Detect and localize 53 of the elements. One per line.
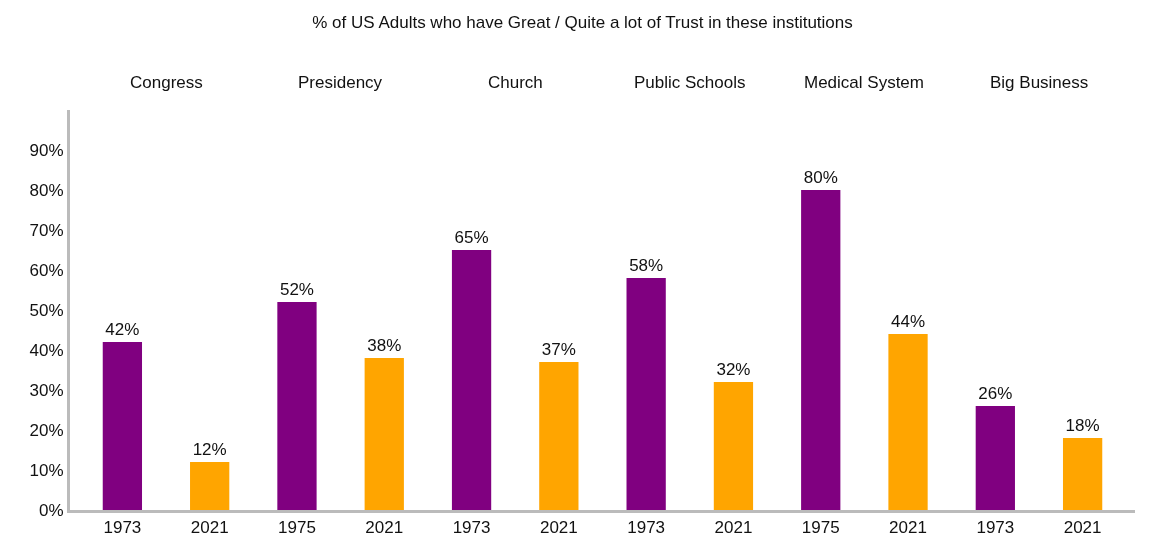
data-label: 38%: [367, 336, 402, 355]
data-label: 80%: [803, 168, 838, 187]
bar: [1062, 438, 1103, 510]
text: Church: [488, 73, 543, 92]
x-tick-label: 2021: [714, 518, 753, 538]
data-label: 44%: [891, 312, 926, 331]
x-tick-label: 1973: [452, 518, 491, 538]
text: Big Business: [990, 73, 1089, 92]
bar: [102, 342, 143, 510]
data-label: 32%: [716, 360, 751, 379]
text: Public Schools: [634, 73, 746, 92]
x-tick-label: 1975: [278, 518, 316, 538]
data-label: 65%: [454, 228, 489, 247]
bar: [451, 250, 492, 510]
y-tick-label: 80%: [29, 180, 64, 200]
chart-title: % of US Adults who have Great / Quite a lot of Trust in these institutions: [312, 13, 853, 33]
bar: [713, 382, 754, 510]
y-tick-label: 30%: [29, 380, 64, 400]
text: Congress: [130, 73, 203, 92]
x-tick-label: 2021: [365, 518, 404, 538]
y-tick-label: 50%: [29, 300, 64, 320]
data-label: 58%: [629, 256, 664, 275]
x-tick-label: 2021: [1063, 518, 1102, 538]
x-tick-label: 2021: [539, 518, 578, 538]
bar: [539, 362, 579, 510]
y-tick-label: 70%: [29, 220, 64, 240]
data-label: 37%: [541, 340, 576, 359]
x-tick-label: 1975: [801, 518, 840, 538]
x-tick-label: 2021: [190, 518, 229, 538]
y-tick-label: 0%: [39, 500, 64, 520]
y-tick-label: 90%: [29, 140, 64, 160]
text: Medical System: [804, 73, 924, 92]
text: Presidency: [298, 73, 383, 92]
bar: [364, 358, 404, 510]
y-tick-label: 40%: [29, 340, 64, 360]
x-tick-label: 1973: [627, 518, 666, 538]
data-label: 12%: [192, 440, 227, 459]
bar: [190, 462, 230, 510]
y-tick-label: 10%: [29, 460, 64, 480]
data-label: 18%: [1065, 416, 1100, 435]
bar: [801, 190, 841, 510]
bar: [626, 278, 666, 510]
data-label: 42%: [105, 320, 140, 339]
bar: [888, 334, 928, 510]
y-tick-label: 60%: [29, 260, 64, 280]
x-tick-label: 1973: [976, 518, 1015, 538]
data-label: 52%: [279, 280, 314, 299]
x-tick-label: 1973: [103, 518, 142, 538]
x-tick-label: 2021: [889, 518, 927, 538]
bar: [975, 406, 1015, 510]
bar: [277, 302, 317, 510]
y-tick-label: 20%: [29, 420, 64, 440]
data-label: 26%: [978, 384, 1013, 403]
